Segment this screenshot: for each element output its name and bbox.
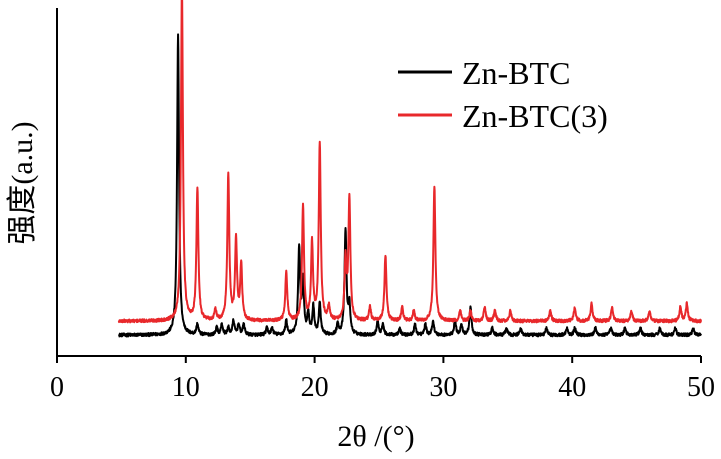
y-axis-title: 强度(a.u.) <box>6 121 39 244</box>
x-tick-label: 0 <box>50 372 64 403</box>
x-axis-ticks: 0 10 20 30 40 50 <box>50 356 715 403</box>
plot-area <box>117 0 702 338</box>
legend: Zn-BTC Zn-BTC(3) <box>398 55 608 134</box>
x-tick-label: 30 <box>429 372 457 403</box>
x-tick-label: 50 <box>687 372 715 403</box>
series-line-zn-btc <box>118 33 702 338</box>
series-line-zn-btc-3 <box>117 0 702 324</box>
x-tick-label: 10 <box>172 372 200 403</box>
legend-label-zn-btc-3: Zn-BTC(3) <box>462 98 608 134</box>
x-tick-label: 20 <box>301 372 329 403</box>
legend-label-zn-btc: Zn-BTC <box>462 55 570 91</box>
x-tick-label: 40 <box>558 372 586 403</box>
x-axis-title: 2θ /(°) <box>337 420 414 453</box>
